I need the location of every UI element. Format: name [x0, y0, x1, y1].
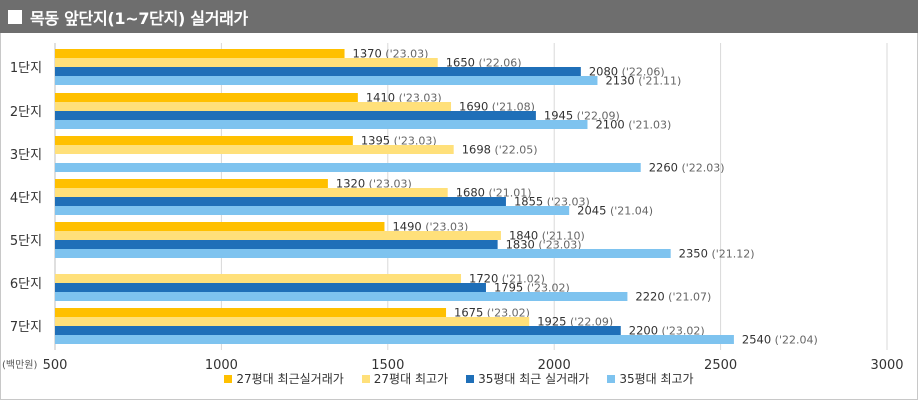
bar-chart: 500 1000 1500 2000 2500 3000 (백만원) 1단지 2단지 3단지 4단지… — [2, 43, 904, 370]
legend-label: 35평대 최고가 — [619, 372, 694, 386]
bar — [55, 136, 353, 145]
data-label: 1830 ('23.03) — [506, 238, 582, 252]
bar — [55, 76, 598, 85]
bar — [55, 308, 447, 317]
data-label: 2350 ('21.12) — [679, 247, 755, 261]
bar — [55, 292, 628, 301]
data-label: 1410 ('23.03) — [366, 91, 442, 105]
legend-swatch — [224, 374, 233, 383]
legend-swatch — [607, 374, 616, 383]
bar — [55, 93, 358, 102]
unit-label: (백만원) — [2, 359, 38, 370]
legend-label: 35평대 최근 실거래가 — [478, 372, 590, 386]
category-label: 1단지 — [10, 61, 42, 76]
category-label: 7단지 — [10, 320, 42, 335]
bar — [55, 120, 588, 129]
legend-label: 27평대 최고가 — [373, 372, 449, 386]
data-label: 2130 ('21.11) — [605, 74, 681, 88]
bar — [55, 326, 621, 335]
bar — [55, 240, 498, 249]
data-label: 2220 ('21.07) — [635, 290, 711, 304]
data-label: 1690 ('21.08) — [459, 100, 535, 114]
x-tick-label: 2000 — [538, 358, 571, 370]
data-label: 1680 ('21.01) — [456, 186, 532, 200]
data-label: 2540 ('22.04) — [742, 333, 818, 347]
bar — [55, 179, 328, 188]
data-label: 2045 ('21.04) — [577, 204, 653, 218]
legend-item: 27평대 최고가 — [361, 370, 449, 387]
x-tick-label: 2500 — [704, 358, 737, 370]
data-label: 1855 ('23.03) — [514, 195, 590, 209]
data-label: 2080 ('22.06) — [589, 65, 665, 79]
bar — [55, 206, 570, 215]
bar — [55, 249, 671, 258]
category-label: 5단지 — [10, 234, 42, 249]
bar — [55, 111, 536, 120]
category-label: 6단지 — [10, 277, 42, 292]
chart-title: 목동 앞단지(1~7단지) 실거래가 — [30, 8, 248, 28]
category-label: 4단지 — [10, 191, 42, 206]
x-tick-label: 1500 — [371, 358, 404, 370]
data-label: 2260 ('22.03) — [649, 161, 725, 175]
bar — [55, 49, 345, 58]
data-label: 2200 ('23.02) — [629, 324, 705, 338]
square-icon — [8, 9, 22, 24]
bar — [55, 58, 438, 67]
bar — [55, 102, 452, 111]
data-label: 1840 ('21.10) — [509, 229, 585, 243]
data-label: 1925 ('22.09) — [537, 315, 613, 329]
chart-legend: 27평대 최근실거래가 27평대 최고가 35평대 최근 실거래가 35평대 최고가 — [0, 370, 918, 387]
data-label: 1945 ('22.09) — [544, 109, 620, 123]
x-tick-label: 1000 — [205, 358, 238, 370]
data-label: 1370 ('23.03) — [353, 47, 429, 61]
bar — [55, 222, 385, 231]
bar — [55, 274, 462, 283]
legend-swatch — [361, 374, 370, 383]
bar — [55, 67, 581, 76]
x-tick-label: 3000 — [870, 358, 903, 370]
bar — [55, 188, 448, 197]
category-label: 2단지 — [10, 105, 42, 120]
legend-item: 35평대 최근 실거래가 — [466, 370, 589, 387]
bar — [55, 145, 454, 154]
data-label: 1650 ('22.06) — [446, 56, 522, 70]
data-label: 1795 ('23.02) — [494, 281, 570, 295]
data-label: 1698 ('22.05) — [462, 143, 538, 157]
legend-item: 35평대 최고가 — [607, 370, 694, 387]
bar — [55, 283, 486, 292]
bar — [55, 231, 501, 240]
bar — [55, 335, 734, 344]
data-label: 1395 ('23.03) — [361, 134, 437, 148]
x-tick-label: 500 — [43, 358, 68, 370]
bar — [55, 163, 641, 172]
chart-title-bar: 목동 앞단지(1~7단지) 실거래가 — [0, 0, 918, 33]
data-label: 1490 ('23.03) — [392, 220, 468, 234]
data-label: 1675 ('23.02) — [454, 306, 530, 320]
data-label: 1320 ('23.03) — [336, 177, 412, 191]
legend-item: 27평대 최근실거래가 — [224, 370, 344, 387]
category-label: 3단지 — [10, 148, 42, 163]
legend-swatch — [466, 374, 475, 383]
data-label: 2100 ('21.03) — [595, 118, 671, 132]
bar — [55, 197, 506, 206]
bar — [55, 317, 530, 326]
legend-label: 27평대 최근실거래가 — [236, 372, 344, 386]
data-label: 1720 ('21.02) — [469, 272, 545, 286]
